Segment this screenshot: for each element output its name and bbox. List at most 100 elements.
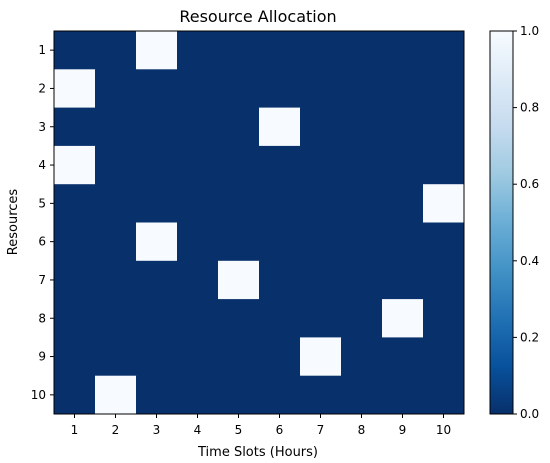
heatmap-cell [177,222,219,262]
x-tick-label: 8 [358,423,366,437]
heatmap-cell [136,69,178,109]
heatmap-cell [95,107,137,147]
heatmap-cell [300,299,342,338]
heatmap-cell [423,31,465,70]
heatmap-cell [382,31,424,70]
heatmap-cell [382,107,424,147]
colorbar-tick-label: 0.6 [520,177,539,191]
heatmap-cell [382,69,424,109]
y-tick-label: 2 [38,81,46,95]
heatmap-cell [341,337,383,377]
heatmap-cell [259,107,301,147]
x-axis-label: Time Slots (Hours) [197,445,318,460]
y-tick-label: 8 [38,311,46,325]
heatmap-cell [341,31,383,70]
heatmap-cell [136,260,178,300]
heatmap-cell [300,145,342,185]
heatmap-cell [136,375,178,415]
heatmap-cell [382,145,424,185]
heatmap-cell [136,107,178,147]
heatmap-cell [341,145,383,185]
heatmap-cell [95,375,137,415]
heatmap-cell [382,222,424,262]
x-tick-label: 3 [153,423,161,437]
heatmap-cell [177,107,219,147]
heatmap-cell [218,222,260,262]
heatmap-cell [423,184,465,223]
heatmap-cell [423,145,465,185]
heatmap-cell [177,260,219,300]
y-tick-label: 1 [38,43,46,57]
heatmap-cell [95,337,137,377]
heatmap-cell [300,69,342,109]
heatmap-cell [423,222,465,262]
heatmap-cell [218,375,260,415]
heatmap-cell [95,31,137,70]
heatmap-cell [54,107,96,147]
heatmap-cell [177,184,219,223]
heatmap-cell [259,222,301,262]
heatmap-cell [259,260,301,300]
heatmap-cell [341,260,383,300]
heatmap-cell [259,145,301,185]
heatmap-cell [423,260,465,300]
heatmap-cell [218,69,260,109]
heatmap-cell [259,31,301,70]
heatmap-cell [341,184,383,223]
chart-title: Resource Allocation [179,7,336,26]
heatmap-cell [218,145,260,185]
heatmap-cell [382,375,424,415]
heatmap-cell [136,184,178,223]
heatmap-cell [177,337,219,377]
y-tick-label: 9 [38,350,46,364]
colorbar-tick-label: 1.0 [520,24,539,38]
heatmap-cell [54,299,96,338]
colorbar-tick-label: 0.4 [520,254,539,268]
heatmap-cell [341,107,383,147]
y-tick-label: 3 [38,120,46,134]
heatmap-cell [382,184,424,223]
y-axis-label: Resources [6,189,21,256]
heatmap-cell [259,299,301,338]
heatmap-cell [423,69,465,109]
x-tick-label: 10 [436,423,451,437]
heatmap-cell [341,299,383,338]
heatmap-cell [218,31,260,70]
heatmap-cell [95,145,137,185]
y-tick-label: 10 [31,388,46,402]
heatmap-cell [300,184,342,223]
heatmap-cell [177,299,219,338]
heatmap-cells [54,31,465,415]
heatmap-cell [300,337,342,377]
heatmap-cell [300,375,342,415]
x-tick-label: 9 [399,423,407,437]
heatmap-cell [382,260,424,300]
heatmap-cell [300,260,342,300]
heatmap-cell [95,184,137,223]
heatmap-cell [54,184,96,223]
heatmap-cell [54,69,96,109]
colorbar-tick-label: 0.8 [520,101,539,115]
y-tick-label: 6 [38,235,46,249]
colorbar-tick-label: 0.2 [520,330,539,344]
x-tick-label: 7 [317,423,325,437]
heatmap-cell [136,222,178,262]
heatmap-cell [259,184,301,223]
heatmap-cell [341,222,383,262]
heatmap-cell [423,337,465,377]
heatmap-cell [95,299,137,338]
heatmap-cell [259,337,301,377]
y-axis: 1 2 3 4 5 6 7 8 9 10 [31,43,54,402]
x-tick-label: 2 [112,423,120,437]
colorbar-ticks: 0.0 0.2 0.4 0.6 0.8 1.0 [513,24,539,421]
heatmap-cell [177,375,219,415]
heatmap-cell [54,260,96,300]
heatmap-cell [136,31,178,70]
colorbar-tick-label: 0.0 [520,407,539,421]
heatmap-cell [300,222,342,262]
x-axis: 1 2 3 4 5 6 7 8 9 10 [71,414,451,437]
heatmap-cell [300,107,342,147]
heatmap-frame [53,30,465,415]
heatmap-cell [382,337,424,377]
heatmap-cell [177,69,219,109]
